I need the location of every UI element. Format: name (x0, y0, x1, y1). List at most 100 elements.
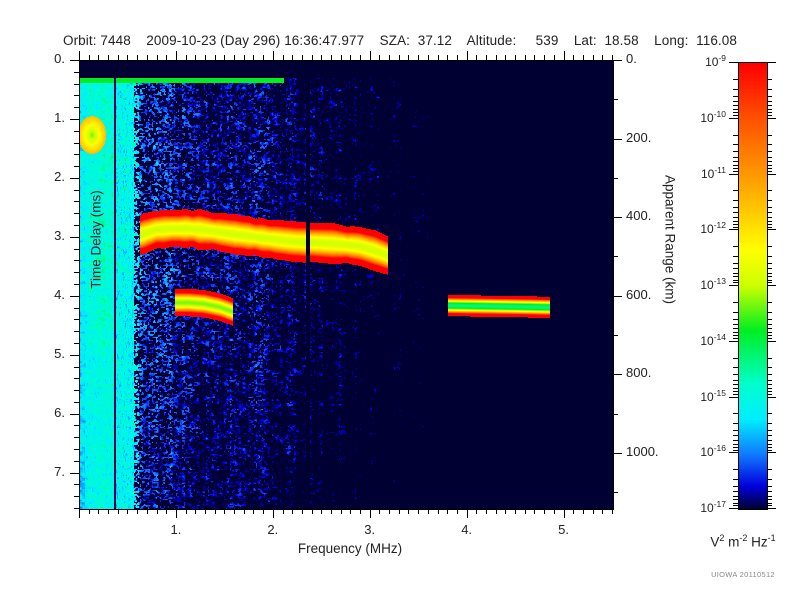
colorbar-tick-minor (767, 328, 772, 330)
colorbar-tick-minor (733, 357, 738, 359)
colorbar-tick-minor (733, 413, 738, 415)
colorbar-tick-minor (767, 200, 772, 202)
x-axis-tick (166, 509, 168, 514)
colorbar-tick-minor (733, 109, 738, 111)
y-axis-tick-left (74, 378, 79, 380)
x-axis-tick-top (553, 55, 555, 60)
x-axis-tick-top (612, 55, 613, 60)
y-axis-tick-left (74, 225, 79, 227)
x-axis-tick (272, 509, 274, 518)
colorbar-tick-minor (767, 170, 772, 172)
x-axis-tick (582, 509, 584, 514)
colorbar-tick-minor (733, 95, 738, 97)
colorbar-tick-minor (767, 499, 772, 501)
colorbar-tick-minor (767, 374, 772, 376)
colorbar-tick-label: 10-12 (700, 220, 726, 237)
colorbar-tick-label: 10-17 (700, 499, 726, 515)
x-axis-tick-top (117, 55, 119, 60)
colorbar-tick-major (767, 117, 776, 119)
y-axis-tick-right (613, 452, 622, 454)
x-axis-tick-top (447, 55, 449, 60)
x-axis-tick (88, 509, 90, 514)
x-axis-tick (350, 509, 352, 514)
colorbar-tick-minor (733, 223, 738, 225)
y-axis-tick-left (74, 331, 79, 333)
x-axis-tick (447, 509, 449, 514)
x-axis-tick (456, 509, 458, 514)
colorbar-tick-minor (733, 88, 738, 90)
colorbar-tick-minor (733, 170, 738, 172)
x-axis-tick (427, 509, 429, 514)
colorbar-tick-minor (733, 161, 738, 163)
x-axis-tick (524, 509, 526, 514)
colorbar-tick-minor (733, 387, 738, 389)
colorbar-tick-minor (767, 151, 772, 153)
y-axis-tick-left (74, 95, 79, 97)
colorbar-tick-minor (767, 384, 772, 386)
colorbar-tick-minor (767, 367, 772, 369)
colorbar-tick-minor (767, 220, 772, 222)
spectrogram-plot-area[interactable] (79, 60, 614, 510)
y-axis-tick-label-right: 600. (626, 286, 652, 302)
colorbar-tick-minor (733, 301, 738, 303)
colorbar-tick-minor (733, 379, 738, 381)
x-axis-tick (137, 509, 139, 514)
x-axis-tick (612, 509, 613, 514)
colorbar-tick-label: 10-16 (700, 443, 726, 460)
y-axis-tick-right (613, 60, 622, 61)
colorbar-tick-label: 10-13 (700, 276, 726, 292)
colorbar-tick-minor (767, 216, 772, 218)
colorbar-tick-minor (767, 387, 772, 389)
colorbar-tick-minor (767, 272, 772, 274)
colorbar-tick-minor (767, 190, 772, 192)
colorbar[interactable] (738, 62, 768, 510)
colorbar-tick-minor (767, 109, 772, 111)
colorbar-tick-minor (767, 391, 772, 393)
colorbar-tick-minor (733, 505, 738, 507)
y-axis-tick-left (74, 272, 79, 274)
y-axis-tick-left (74, 284, 79, 285)
x-axis-tick-top (292, 55, 294, 60)
x-axis-tick (79, 509, 80, 518)
x-axis-tick (515, 509, 517, 514)
colorbar-tick-minor (767, 246, 772, 248)
colorbar-tick-major (767, 396, 776, 398)
x-axis-tick-top (88, 55, 90, 60)
colorbar-tick-minor (733, 374, 738, 376)
y-axis-tick-label-right: 400. (626, 208, 652, 224)
colorbar-tick-minor (733, 332, 738, 334)
x-axis-tick (330, 509, 332, 514)
colorbar-tick-minor (733, 495, 738, 497)
y-axis-tick-left (74, 166, 79, 168)
x-axis-tick (408, 509, 410, 514)
x-axis-tick (563, 509, 565, 518)
colorbar-tick-minor (733, 207, 738, 209)
x-axis-tick (156, 509, 158, 514)
y-axis-tick-right (613, 217, 622, 219)
x-axis-tick-top (185, 55, 187, 60)
colorbar-tick-major (729, 285, 738, 286)
colorbar-tick-minor (733, 212, 738, 214)
x-axis-tick-top (573, 55, 575, 60)
y-axis-tick-label-right: 800. (626, 365, 652, 381)
colorbar-tick-minor (767, 335, 772, 337)
x-axis-tick-label: 2. (267, 522, 279, 537)
colorbar-tick-minor (733, 276, 738, 278)
y-axis-title-right: Apparent Range (km) (662, 174, 678, 305)
y-axis-tick-right (613, 99, 618, 101)
spectrogram-canvas[interactable] (80, 61, 613, 509)
x-axis-tick (398, 509, 400, 514)
colorbar-tick-minor (767, 268, 772, 270)
colorbar-tick-minor (767, 301, 772, 303)
colorbar-tick-minor (767, 105, 772, 107)
colorbar-tick-minor (767, 423, 772, 425)
colorbar-tick-minor (767, 255, 772, 257)
colorbar-tick-minor (733, 469, 738, 471)
colorbar-tick-minor (733, 279, 738, 281)
x-axis-tick (98, 509, 100, 514)
x-axis-tick-top (195, 55, 197, 60)
y-axis-tick-right (613, 256, 618, 258)
x-axis-tick-top (418, 55, 420, 60)
colorbar-tick-minor (733, 112, 738, 114)
colorbar-tick-major (767, 229, 776, 231)
